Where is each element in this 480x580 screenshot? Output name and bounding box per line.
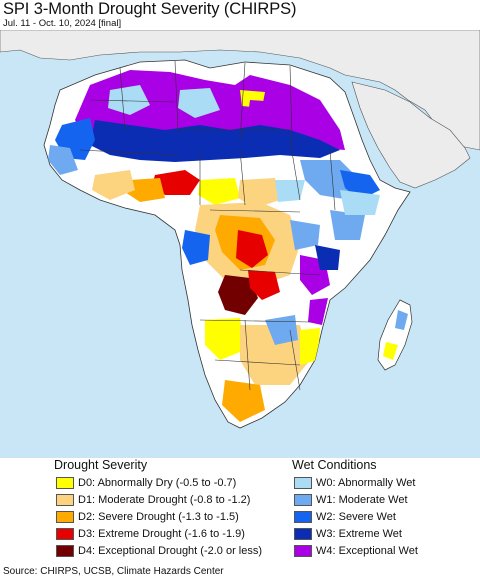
drought-map (0, 30, 480, 458)
legend-item-w1: W1: Moderate Wet (294, 493, 408, 507)
d0-swatch (56, 477, 74, 489)
map-svg (0, 30, 480, 429)
anomaly-overlay (48, 70, 380, 422)
w4-swatch (294, 545, 312, 557)
map-subtitle: Jul. 11 - Oct. 10, 2024 [final] (3, 18, 122, 29)
wet-legend-heading: Wet Conditions (292, 458, 377, 472)
map-title: SPI 3-Month Drought Severity (CHIRPS) (3, 0, 297, 18)
d3-swatch (56, 528, 74, 540)
w0-swatch (294, 477, 312, 489)
legend-item-w3: W3: Extreme Wet (294, 527, 402, 541)
source-credit: Source: CHIRPS, UCSB, Climate Hazards Ce… (3, 566, 224, 577)
legend-item-d2: D2: Severe Drought (-1.3 to -1.5) (56, 510, 239, 524)
title-area: SPI 3-Month Drought Severity (CHIRPS) Ju… (0, 0, 480, 30)
arabia-landmass (351, 81, 471, 189)
legend-item-d4: D4: Exceptional Drought (-2.0 or less) (56, 544, 262, 558)
w3-swatch (294, 528, 312, 540)
legend-item-w4: W4: Exceptional Wet (294, 544, 418, 558)
legend-item-w2: W2: Severe Wet (294, 510, 396, 524)
country-borders (79, 60, 336, 391)
d4-swatch (56, 545, 74, 557)
madagascar (377, 299, 413, 371)
w1-swatch (294, 494, 312, 506)
w2-swatch (294, 511, 312, 523)
drought-legend-heading: Drought Severity (54, 458, 148, 472)
legend-item-d1: D1: Moderate Drought (-0.8 to -1.2) (56, 493, 250, 507)
legend-item-w0: W0: Abnormally Wet (294, 476, 415, 490)
d2-swatch (56, 511, 74, 523)
legend-item-d3: D3: Extreme Drought (-1.6 to -1.9) (56, 527, 245, 541)
legend: Drought Severity Wet Conditions D0: Abno… (0, 458, 480, 562)
legend-item-d0: D0: Abnormally Dry (-0.5 to -0.7) (56, 476, 236, 490)
d1-swatch (56, 494, 74, 506)
